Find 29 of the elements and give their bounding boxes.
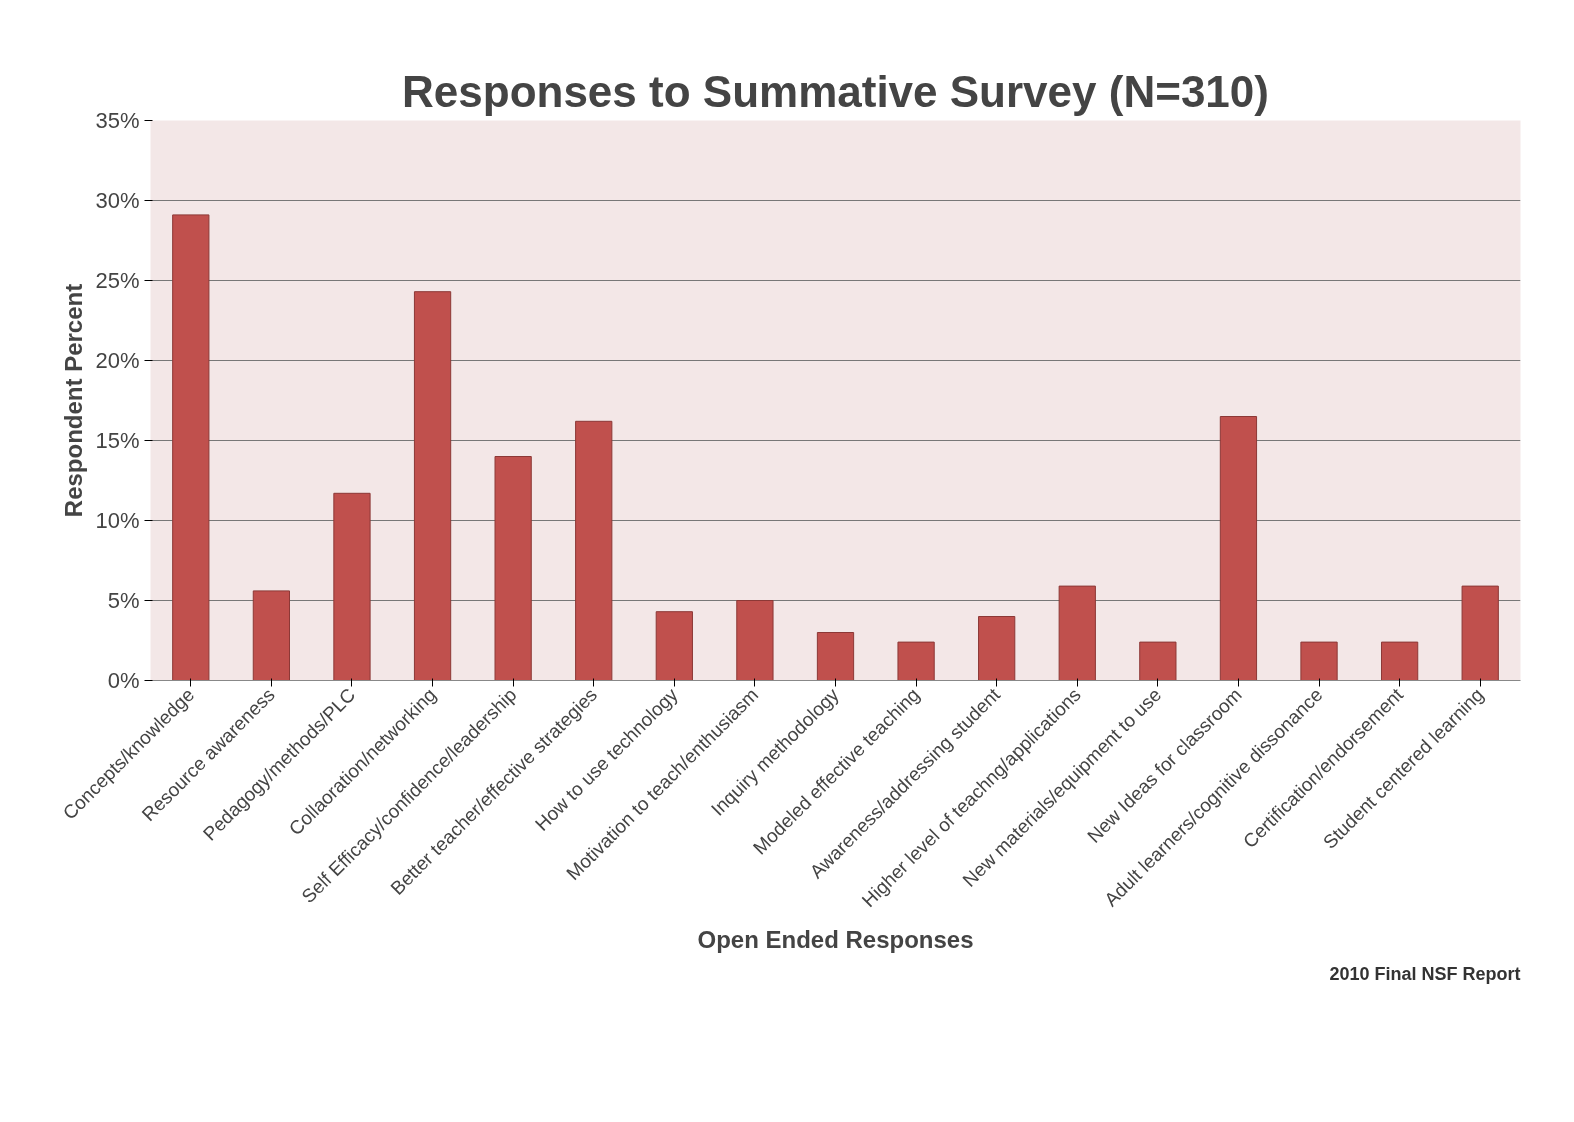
bar — [655, 611, 693, 681]
y-axis-title: Respondent Percent — [60, 283, 88, 518]
y-tick-label: 20% — [95, 348, 140, 373]
bar — [978, 616, 1016, 681]
bar — [333, 492, 371, 681]
bar — [897, 641, 935, 681]
bar — [575, 420, 613, 681]
x-axis-title: Open Ended Responses — [697, 926, 974, 954]
y-tick-label: 15% — [95, 428, 140, 453]
y-tick-label: 30% — [95, 188, 140, 213]
bar — [1300, 641, 1338, 681]
y-tick-label: 0% — [107, 668, 140, 693]
text: 2010 Final NSF Report — [1329, 963, 1521, 984]
y-tick-label: 35% — [95, 108, 140, 133]
bar — [172, 214, 210, 681]
bar — [736, 600, 774, 681]
y-tick-label: 10% — [95, 508, 140, 533]
chart-title: Responses to Summative Survey (N=310) — [402, 66, 1269, 116]
y-tick-label: 5% — [107, 588, 140, 613]
y-tick-label: 25% — [95, 268, 140, 293]
bar — [252, 590, 291, 681]
bar — [494, 456, 532, 681]
bar — [816, 632, 855, 681]
bar — [1380, 641, 1419, 681]
bar — [1058, 585, 1096, 681]
bar — [1219, 416, 1258, 681]
bar — [1139, 641, 1177, 681]
bar — [1461, 585, 1499, 681]
bar — [413, 291, 452, 681]
